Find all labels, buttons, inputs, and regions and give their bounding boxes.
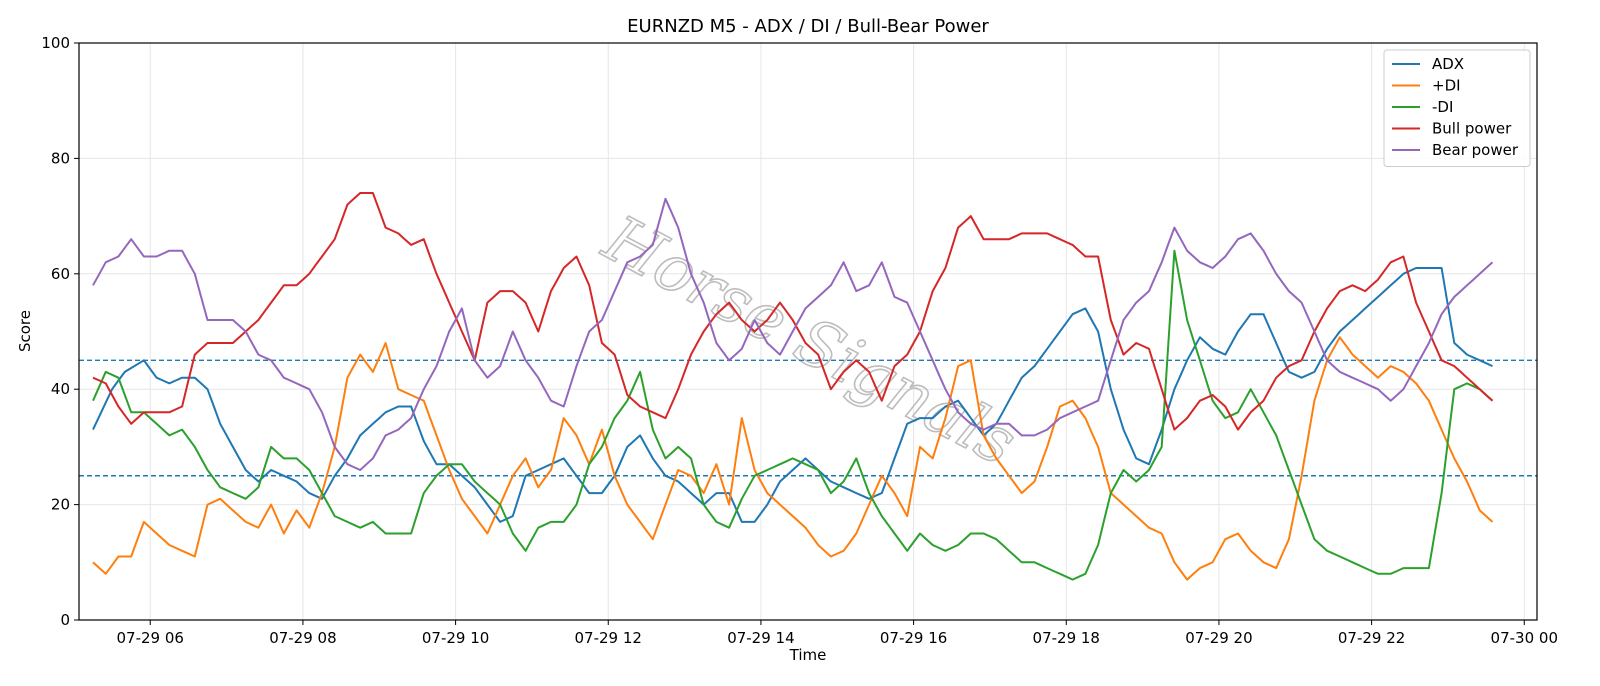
x-tick-label: 07-29 12	[575, 629, 642, 647]
x-tick-label: 07-29 06	[117, 629, 184, 647]
y-axis: 0 20 40 60 80 100	[41, 34, 79, 629]
x-tick-label: 07-30 00	[1491, 629, 1558, 647]
x-tick-label: 07-29 20	[1185, 629, 1252, 647]
x-axis: 07-29 06 07-29 08 07-29 10 07-29 12 07-29 14…	[117, 620, 1558, 647]
legend: ADX +DI -DI Bull power Bear power	[1383, 49, 1531, 167]
y-tick-label: 60	[51, 265, 70, 283]
x-tick-label: 07-29 10	[422, 629, 489, 647]
x-tick-label: 07-29 18	[1033, 629, 1100, 647]
y-tick-label: 0	[60, 611, 70, 629]
plot-frame	[78, 42, 1538, 621]
chart-title: EURNZD M5 - ADX / DI / Bull-Bear Power	[627, 16, 989, 37]
legend-label: ADX	[1432, 55, 1464, 73]
x-tick-label: 07-29 14	[727, 629, 794, 647]
series-line-adx	[92, 267, 1493, 523]
series-line-bull-power	[92, 192, 1494, 431]
y-axis-label: Score	[16, 310, 34, 352]
series-line-bear-power	[92, 197, 1494, 471]
y-tick-label: 20	[51, 496, 70, 514]
y-tick-label: 40	[51, 380, 70, 398]
x-tick-label: 07-29 16	[880, 629, 947, 647]
legend-label: Bear power	[1432, 141, 1519, 159]
legend-label: -DI	[1432, 98, 1453, 116]
x-axis-label: Time	[789, 646, 827, 664]
series-group	[92, 192, 1494, 581]
y-tick-label: 100	[41, 34, 70, 52]
y-tick-label: 80	[51, 149, 70, 167]
series-line-di	[92, 336, 1494, 581]
legend-label: Bull power	[1432, 120, 1512, 138]
legend-box	[1383, 49, 1531, 167]
x-tick-label: 07-29 22	[1338, 629, 1405, 647]
legend-label: +DI	[1432, 77, 1461, 95]
x-tick-label: 07-29 08	[269, 629, 336, 647]
reference-lines	[79, 359, 1537, 477]
